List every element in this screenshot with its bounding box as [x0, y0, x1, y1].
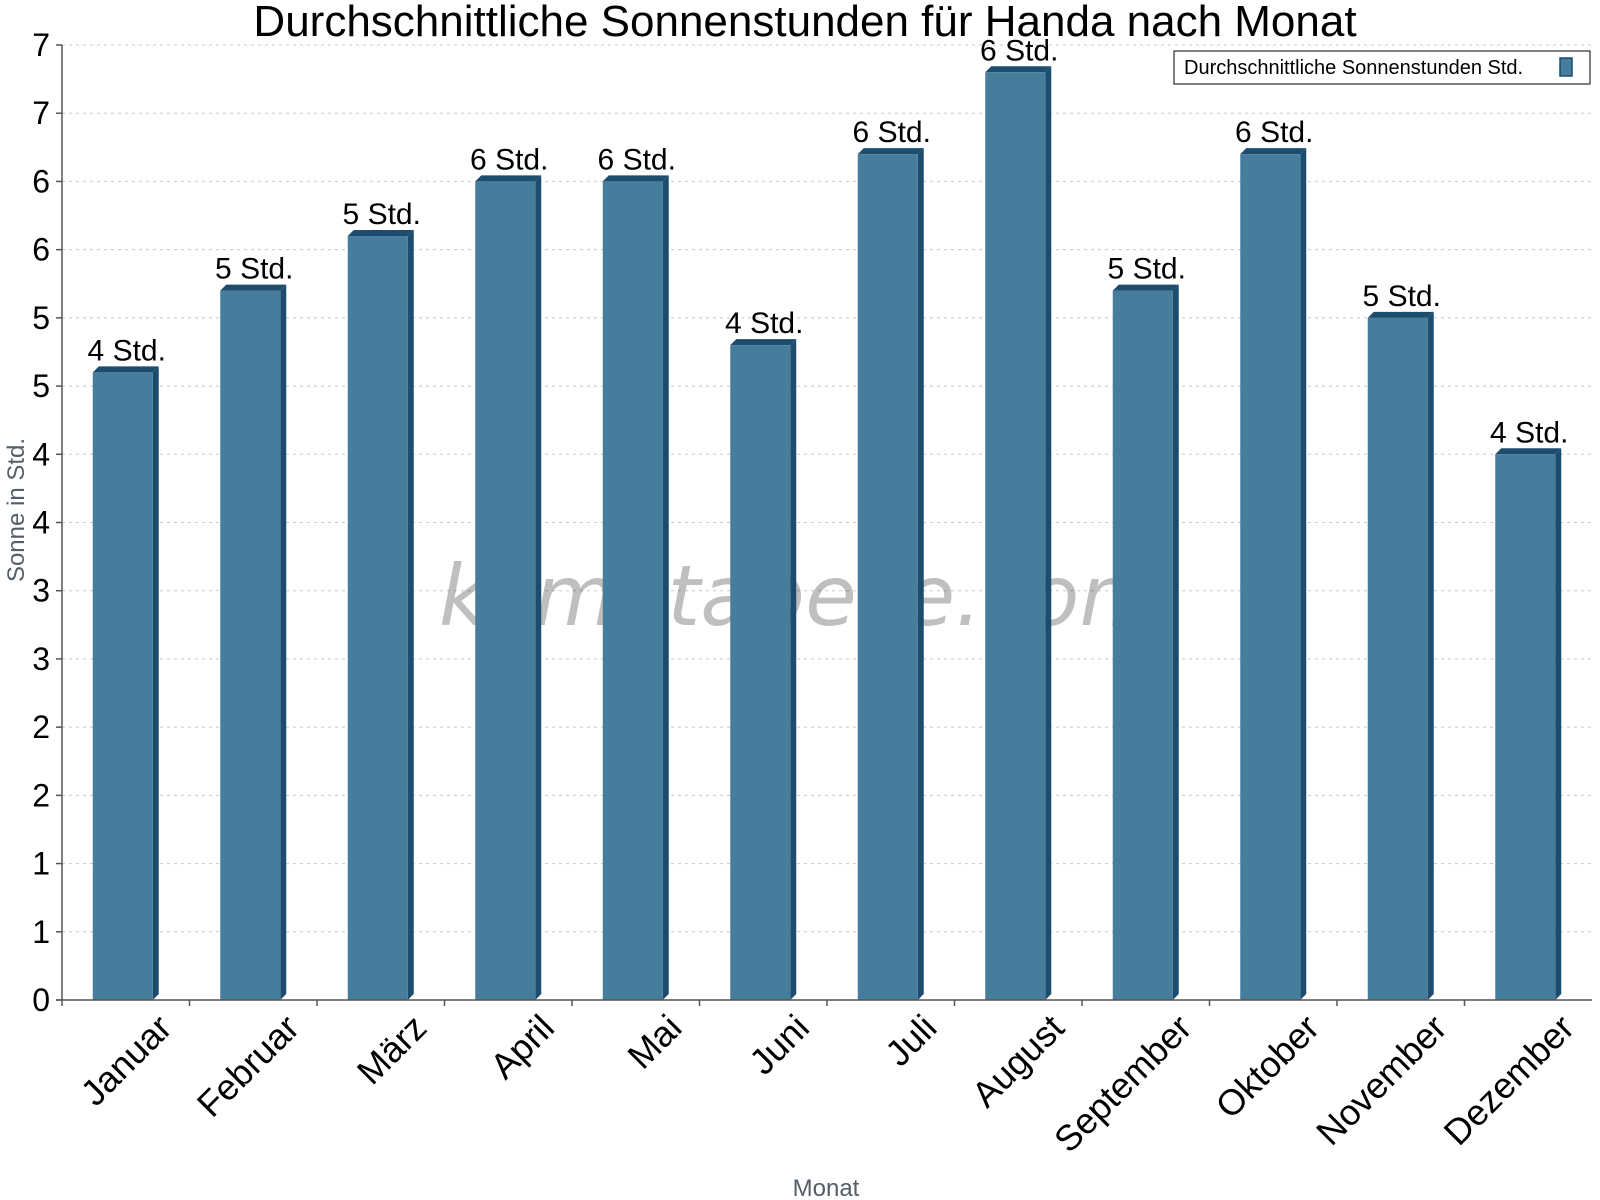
- x-tick-label: September: [1046, 1007, 1200, 1161]
- chart-title: Durchschnittliche Sonnenstunden für Hand…: [253, 0, 1356, 46]
- bar-top: [1240, 148, 1307, 155]
- bar-side: [790, 339, 797, 1001]
- data-label: 4 Std.: [1490, 416, 1568, 449]
- y-tick-label: 5: [32, 300, 50, 336]
- x-tick-label: Februar: [189, 1007, 307, 1125]
- y-tick-label: 0: [32, 982, 50, 1018]
- bar: [1367, 317, 1428, 1000]
- bar-side: [1300, 148, 1307, 1001]
- y-tick-label: 1: [32, 846, 50, 882]
- data-label: 6 Std.: [598, 143, 676, 176]
- x-tick-label: März: [349, 1007, 435, 1093]
- watermark: klimatabelle.com: [439, 547, 1162, 645]
- data-label: 5 Std.: [1363, 280, 1441, 313]
- x-tick-label: Mai: [619, 1007, 689, 1077]
- y-tick-label: 6: [32, 232, 50, 268]
- x-tick-label: Oktober: [1207, 1007, 1327, 1127]
- bar-top: [857, 148, 924, 155]
- bar: [1495, 454, 1556, 1000]
- legend-swatch: [1559, 57, 1573, 77]
- y-tick-label: 3: [32, 641, 50, 677]
- bar: [92, 372, 153, 1000]
- bar-top: [347, 230, 414, 236]
- y-tick-label: 4: [32, 505, 50, 541]
- bar-side: [1045, 66, 1052, 1001]
- bar-top: [1367, 311, 1434, 318]
- data-label: 6 Std.: [470, 143, 548, 176]
- y-tick-label: 7: [32, 27, 50, 63]
- x-tick-label: August: [964, 1007, 1072, 1115]
- y-ticks: 0 1 1 2 2 3 3 4 4 5 5 6 6 7 7: [32, 27, 62, 1018]
- bars: 4 Std. 5 Std. 5 Std. 6 Std. 6 Std. 4 Std. 6 St…: [88, 34, 1568, 1001]
- y-axis-label: Sonne in Std.: [3, 438, 30, 582]
- bar-top: [1495, 448, 1562, 455]
- x-tick-label: Juli: [877, 1007, 944, 1074]
- bar-side: [280, 284, 287, 1001]
- legend-entry: Durchschnittliche Sonnenstunden Std.: [1184, 57, 1523, 79]
- bar-side: [535, 175, 542, 1000]
- bar-top: [475, 175, 542, 182]
- bar-side: [917, 148, 924, 1001]
- data-label: 5 Std.: [1108, 253, 1186, 286]
- x-tick-label: Dezember: [1435, 1007, 1581, 1153]
- data-label: 4 Std.: [88, 334, 166, 367]
- bar-side: [152, 366, 159, 1000]
- y-tick-label: 4: [32, 436, 50, 472]
- bar-side: [662, 175, 669, 1000]
- bar-top: [985, 66, 1052, 73]
- data-label: 6 Std.: [1235, 116, 1313, 149]
- y-tick-label: 2: [32, 777, 50, 813]
- data-label: 5 Std.: [215, 253, 293, 286]
- x-tick-label: April: [482, 1007, 562, 1087]
- data-label: 6 Std.: [980, 34, 1058, 67]
- bar: [1240, 154, 1301, 1001]
- bar-side: [407, 230, 414, 1000]
- x-tick-label: Januar: [73, 1007, 180, 1114]
- bar-top: [602, 175, 669, 182]
- x-tick-label: Juni: [741, 1007, 817, 1083]
- grid-lines: [62, 44, 1592, 933]
- y-tick-label: 7: [32, 95, 50, 131]
- bar-side: [1555, 448, 1562, 1000]
- y-tick-label: 1: [32, 914, 50, 950]
- bar: [857, 154, 918, 1001]
- bar-top: [220, 284, 287, 291]
- y-tick-label: 2: [32, 709, 50, 745]
- y-tick-label: 5: [32, 368, 50, 404]
- bar: [1112, 290, 1173, 1001]
- bar-top: [730, 339, 797, 346]
- bar-side: [1172, 284, 1179, 1001]
- bar-top: [92, 366, 159, 373]
- bar-side: [1427, 311, 1434, 1000]
- y-tick-label: 3: [32, 573, 50, 609]
- x-tick-label: November: [1308, 1007, 1454, 1153]
- bar: [985, 72, 1046, 1001]
- data-label: 4 Std.: [725, 307, 803, 340]
- bar: [475, 181, 536, 1000]
- x-ticks: Januar Februar März April Mai Juni Juli AugustS…: [73, 1000, 1582, 1160]
- legend: Durchschnittliche Sonnenstunden Std.: [1173, 50, 1591, 85]
- bar: [220, 290, 281, 1001]
- axes: [56, 45, 1592, 1006]
- data-label: 6 Std.: [853, 116, 931, 149]
- bar: [730, 345, 791, 1001]
- bar: [602, 181, 663, 1000]
- bar-top: [1112, 284, 1179, 291]
- x-axis-label: Monat: [793, 1175, 860, 1200]
- bar: [347, 236, 408, 1000]
- data-label: 5 Std.: [343, 198, 421, 231]
- legend-box: [1173, 50, 1591, 85]
- y-tick-label: 6: [32, 163, 50, 199]
